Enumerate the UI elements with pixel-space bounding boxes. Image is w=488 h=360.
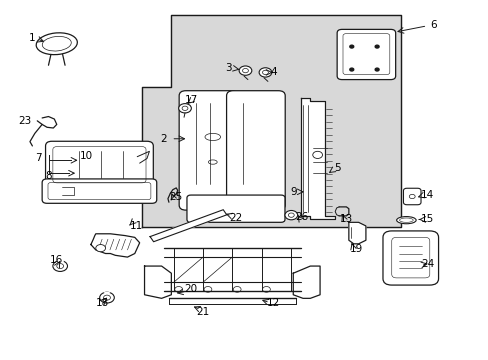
Text: 21: 21 <box>196 307 209 317</box>
Circle shape <box>259 68 271 77</box>
Polygon shape <box>91 234 140 257</box>
Circle shape <box>374 68 378 71</box>
FancyBboxPatch shape <box>336 30 395 80</box>
Circle shape <box>57 264 63 269</box>
Circle shape <box>178 104 191 113</box>
Text: 11: 11 <box>129 221 142 231</box>
Circle shape <box>103 295 110 300</box>
Text: 1: 1 <box>29 33 36 43</box>
Circle shape <box>96 244 105 252</box>
Text: 7: 7 <box>35 153 42 163</box>
Text: 8: 8 <box>45 171 52 181</box>
FancyBboxPatch shape <box>403 188 420 205</box>
Circle shape <box>312 151 322 158</box>
Text: 2: 2 <box>161 134 167 144</box>
Text: 17: 17 <box>185 95 198 105</box>
Circle shape <box>262 287 270 292</box>
Text: 3: 3 <box>224 63 231 73</box>
Text: 15: 15 <box>420 215 433 224</box>
Text: 25: 25 <box>169 192 183 202</box>
Text: 18: 18 <box>95 298 108 308</box>
Circle shape <box>174 287 182 292</box>
Text: 5: 5 <box>333 163 340 173</box>
Circle shape <box>182 106 187 111</box>
Circle shape <box>349 45 353 48</box>
Text: 13: 13 <box>340 214 353 224</box>
Circle shape <box>203 287 211 292</box>
FancyBboxPatch shape <box>45 141 153 188</box>
Polygon shape <box>293 266 320 298</box>
FancyBboxPatch shape <box>382 231 438 285</box>
Circle shape <box>100 292 114 303</box>
Ellipse shape <box>42 36 71 51</box>
Text: 16: 16 <box>50 255 63 265</box>
Polygon shape <box>142 15 400 226</box>
FancyBboxPatch shape <box>226 91 285 210</box>
Circle shape <box>285 211 297 220</box>
FancyBboxPatch shape <box>186 195 285 222</box>
Circle shape <box>349 68 353 71</box>
Circle shape <box>53 261 67 271</box>
Circle shape <box>233 287 241 292</box>
Polygon shape <box>150 210 226 242</box>
Ellipse shape <box>36 33 77 55</box>
Text: 14: 14 <box>420 190 433 201</box>
Circle shape <box>262 70 268 75</box>
Text: 24: 24 <box>420 258 433 269</box>
Circle shape <box>288 213 294 217</box>
Text: 20: 20 <box>184 284 197 294</box>
Text: 23: 23 <box>19 116 32 126</box>
Circle shape <box>239 66 251 75</box>
Circle shape <box>374 45 378 48</box>
FancyBboxPatch shape <box>179 91 237 210</box>
Text: 26: 26 <box>295 212 308 222</box>
Text: 6: 6 <box>429 20 436 30</box>
Ellipse shape <box>396 217 415 224</box>
Text: 10: 10 <box>80 151 92 161</box>
FancyBboxPatch shape <box>42 179 157 203</box>
Circle shape <box>242 68 248 73</box>
Text: 22: 22 <box>229 213 242 223</box>
Text: 4: 4 <box>270 67 277 77</box>
Polygon shape <box>300 98 334 220</box>
Polygon shape <box>144 266 171 298</box>
Text: 19: 19 <box>349 244 363 254</box>
Polygon shape <box>348 222 365 244</box>
Text: 12: 12 <box>266 298 280 309</box>
Text: 9: 9 <box>289 187 296 197</box>
